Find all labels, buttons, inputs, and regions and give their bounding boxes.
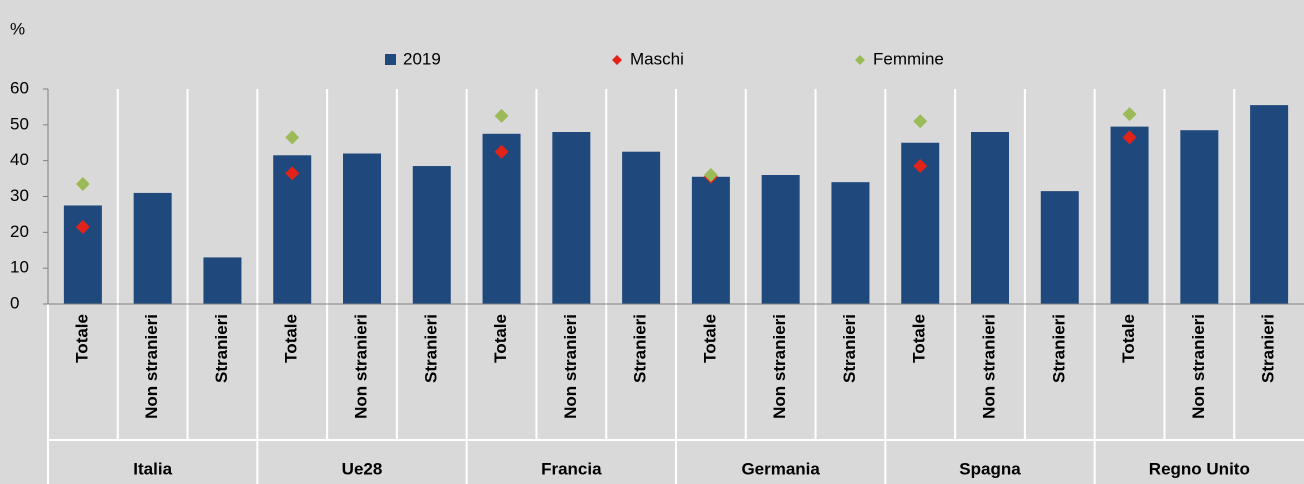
bar xyxy=(412,166,451,304)
y-tick-label: 30 xyxy=(10,186,29,205)
marker xyxy=(285,166,300,181)
bar xyxy=(482,133,521,304)
bar xyxy=(203,257,242,304)
marker xyxy=(494,108,509,123)
x-tick-label: Totale xyxy=(282,314,301,363)
bar xyxy=(1250,105,1289,304)
x-tick-label: Non stranieri xyxy=(770,314,789,419)
marker xyxy=(913,114,928,129)
bar xyxy=(1180,130,1219,304)
y-tick-label: 0 xyxy=(10,293,19,312)
x-tick-label: Stranieri xyxy=(212,314,231,383)
legend-swatch xyxy=(385,54,396,65)
marker xyxy=(913,159,928,174)
x-tick-label: Non stranieri xyxy=(979,314,998,419)
bar xyxy=(1040,191,1079,304)
marker xyxy=(1122,107,1137,122)
legend-swatch xyxy=(855,55,865,65)
x-tick-label: Stranieri xyxy=(421,314,440,383)
x-tick-label: Stranieri xyxy=(840,314,859,383)
bar xyxy=(831,182,870,304)
y-tick-label: 20 xyxy=(10,222,29,241)
x-tick-label: Stranieri xyxy=(1259,314,1278,383)
x-tick-label: Non stranieri xyxy=(561,314,580,419)
y-tick-label: 60 xyxy=(10,78,29,97)
legend-label: Maschi xyxy=(630,49,684,68)
bar xyxy=(552,132,591,304)
x-tick-label: Stranieri xyxy=(1049,314,1068,383)
legend-label: Femmine xyxy=(873,49,944,68)
bar xyxy=(971,132,1009,304)
bar xyxy=(691,176,730,304)
group-label: Spagna xyxy=(959,459,1021,478)
x-tick-label: Non stranieri xyxy=(351,314,370,419)
y-tick-label: 40 xyxy=(10,150,29,169)
marker xyxy=(703,168,718,182)
group-label: Germania xyxy=(741,459,820,478)
x-tick-label: Non stranieri xyxy=(1189,314,1208,419)
group-label: Italia xyxy=(133,459,172,478)
x-tick-label: Stranieri xyxy=(631,314,650,383)
y-tick-label: 50 xyxy=(10,114,29,133)
marker xyxy=(75,176,90,191)
marker xyxy=(285,130,300,145)
x-tick-label: Totale xyxy=(700,314,719,363)
marker xyxy=(494,144,509,159)
x-tick-label: Totale xyxy=(1119,314,1138,363)
x-tick-label: Totale xyxy=(910,314,929,363)
legend-swatch xyxy=(612,55,622,65)
bar xyxy=(622,151,661,304)
marker xyxy=(75,219,90,234)
bar xyxy=(343,153,381,304)
bar xyxy=(133,192,172,304)
y-tick-label: 10 xyxy=(10,258,29,277)
bar xyxy=(761,175,800,304)
marker xyxy=(1122,130,1137,145)
legend-label: 2019 xyxy=(403,49,441,68)
bar xyxy=(1110,126,1149,304)
group-label: Francia xyxy=(541,459,602,478)
group-label: Ue28 xyxy=(342,459,383,478)
x-tick-label: Non stranieri xyxy=(142,314,161,419)
x-tick-label: Totale xyxy=(72,314,91,363)
group-label: Regno Unito xyxy=(1149,459,1250,478)
y-unit: % xyxy=(10,19,25,38)
x-tick-label: Totale xyxy=(491,314,510,363)
